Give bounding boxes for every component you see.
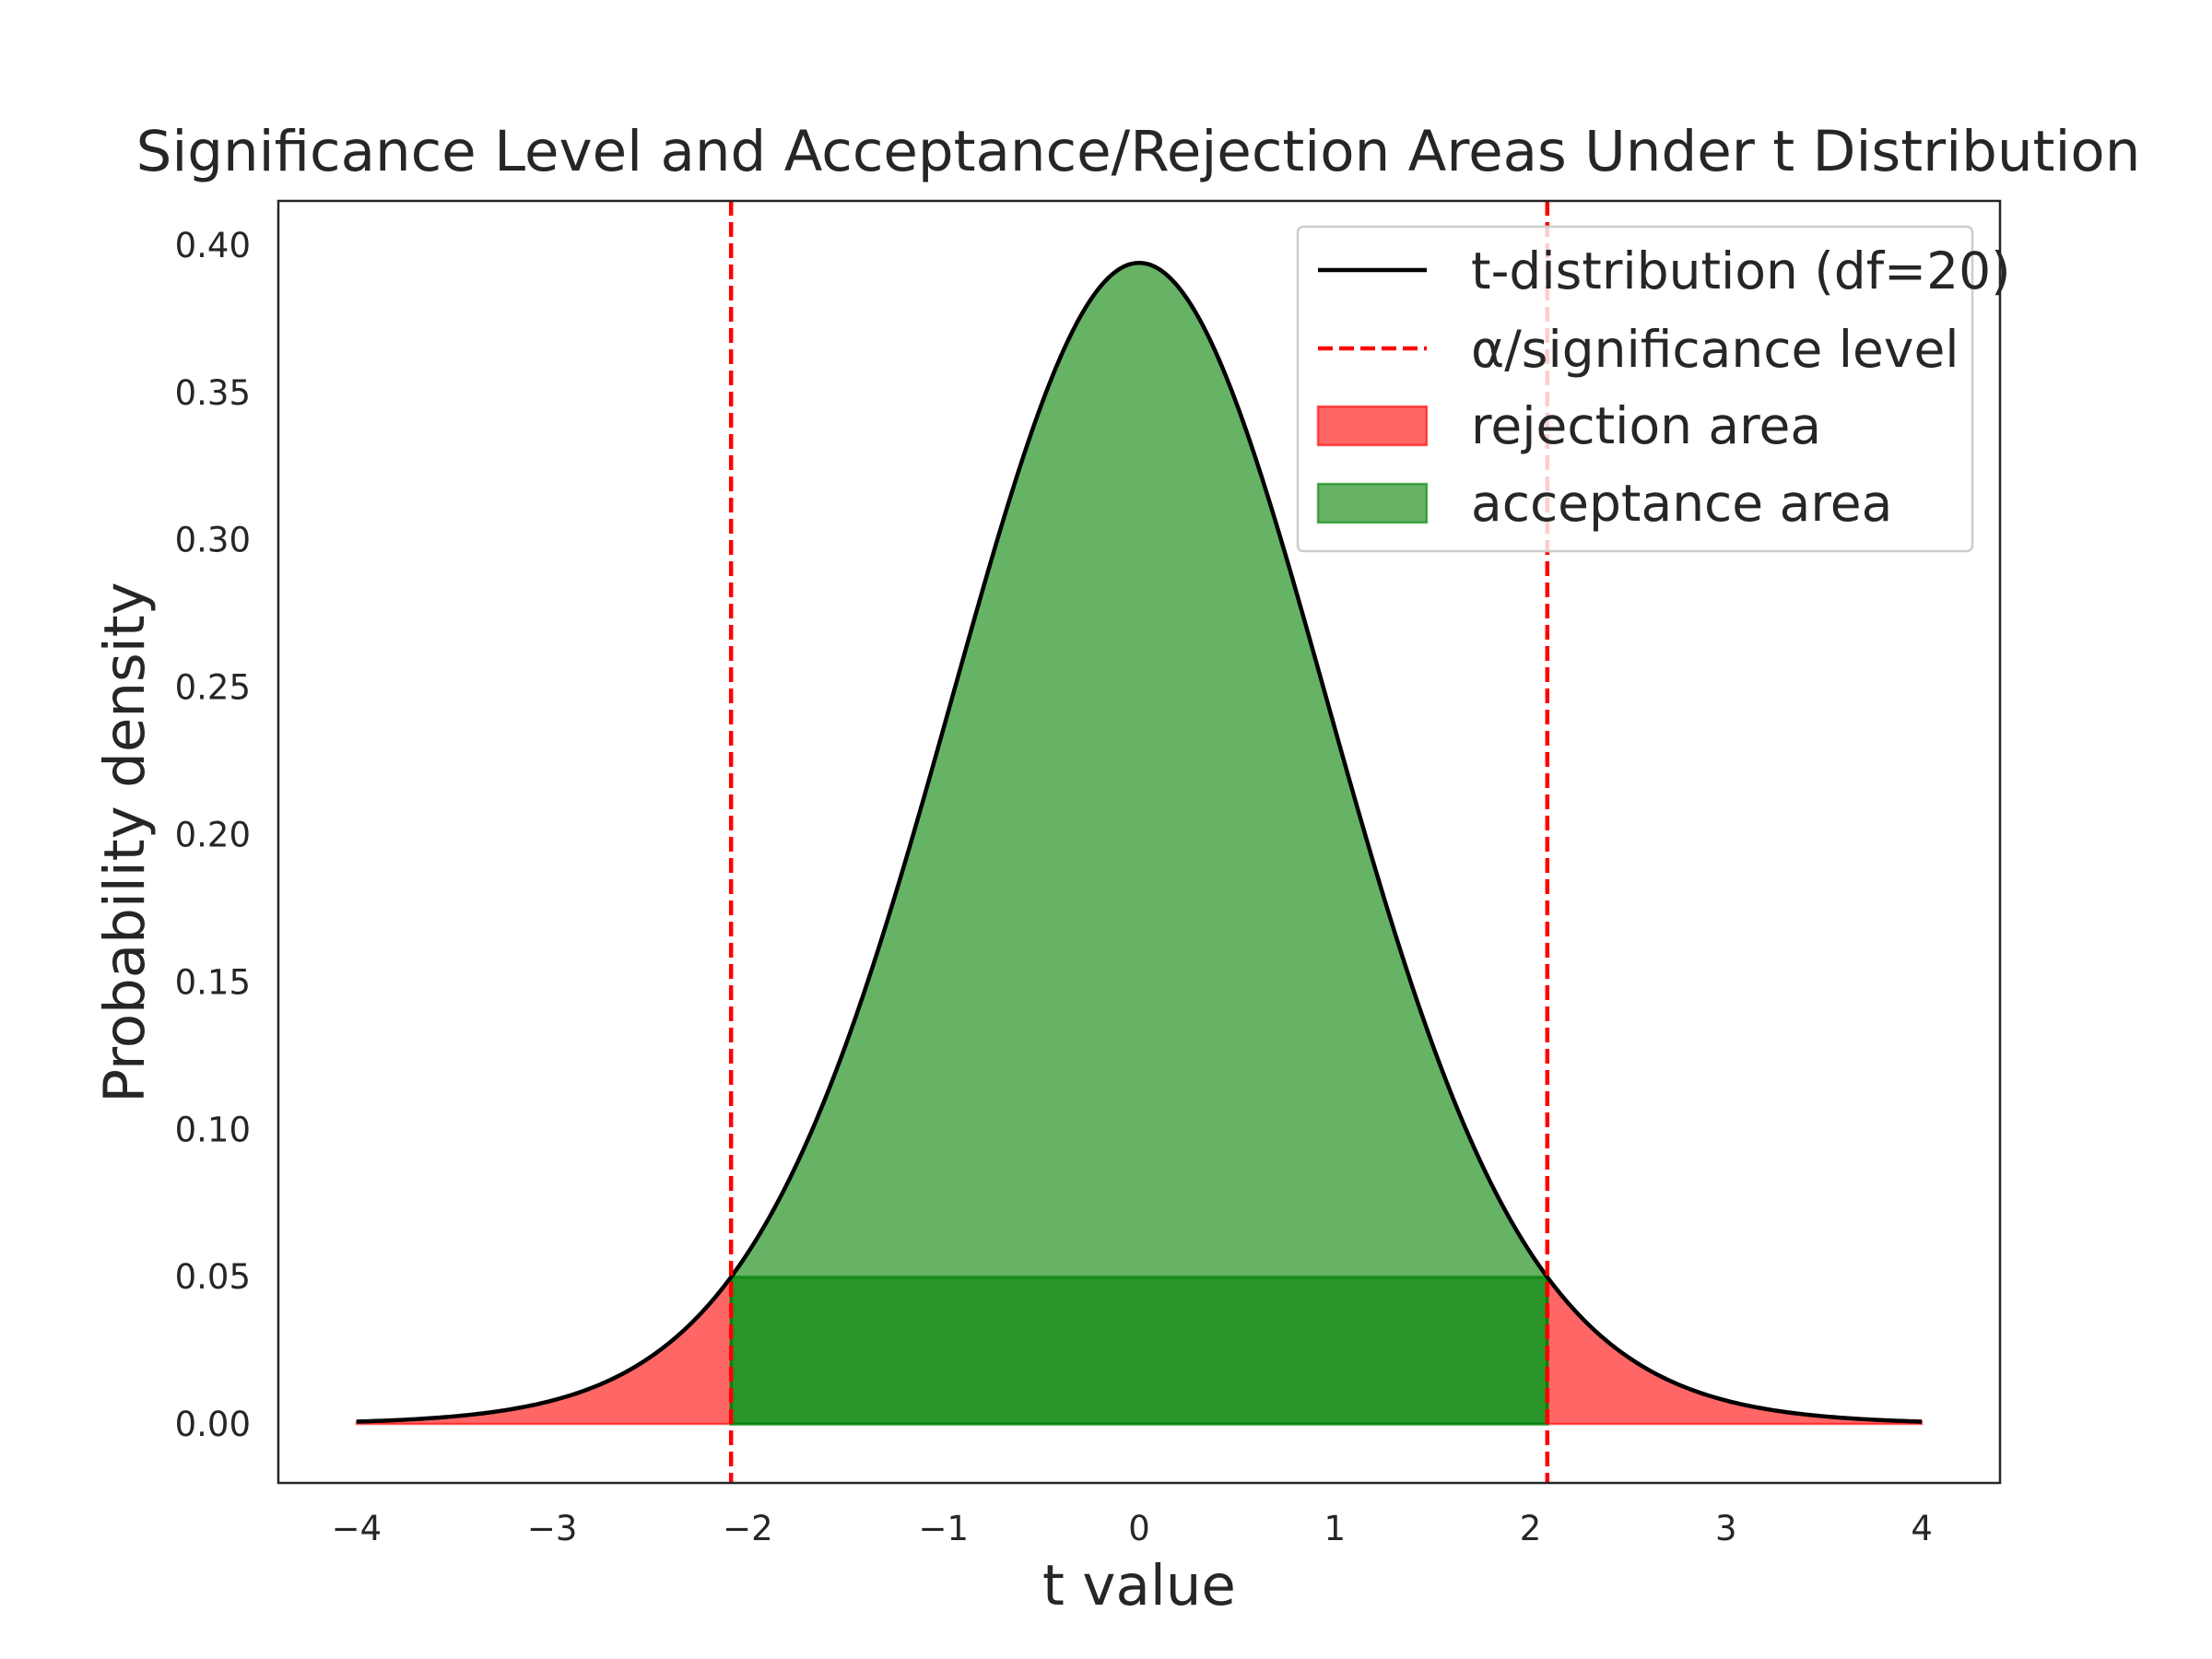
x-tick-label: 4 [1911, 1509, 1933, 1548]
legend-acceptance-swatch [1316, 482, 1429, 524]
legend-frame [1296, 225, 1974, 553]
x-tick-label: 0 [1128, 1509, 1150, 1548]
x-tick-label: −3 [527, 1509, 578, 1548]
legend-label-significance-level: α/significance level [1471, 320, 1959, 379]
y-tick-label: 0.20 [175, 816, 251, 855]
x-tick-label: −2 [723, 1509, 773, 1548]
axes-frame [276, 199, 2002, 1485]
legend-rejection-swatch [1316, 405, 1429, 447]
x-tick-label: 1 [1324, 1509, 1346, 1548]
y-tick-label: 0.25 [175, 668, 251, 708]
y-tick-label: 0.10 [175, 1110, 251, 1149]
y-tick-label: 0.35 [175, 373, 251, 413]
y-tick-label: 0.00 [175, 1405, 251, 1444]
legend: t-distribution (df=20) α/significance le… [1296, 225, 2011, 553]
legend-label-acceptance-area: acceptance area [1471, 474, 1892, 533]
legend-label-rejection-area: rejection area [1471, 396, 1821, 455]
legend-label-t-distribution: t-distribution (df=20) [1471, 241, 2011, 300]
x-tick-label: −4 [332, 1509, 382, 1548]
x-tick-label: 2 [1520, 1509, 1542, 1548]
tick-labels: −4 −3 −2 −1 0 1 2 3 4 0.00 0.05 0.10 0.15 0.20 0.25 0.3… [175, 226, 1933, 1548]
x-axis-label: t value [1042, 1553, 1236, 1618]
x-tick-label: 3 [1715, 1509, 1737, 1548]
x-tick-label: −1 [918, 1509, 969, 1548]
y-tick-label: 0.40 [175, 226, 251, 265]
chart-title: Significance Level and Acceptance/Reject… [136, 119, 2141, 184]
acceptance-band [729, 1275, 1549, 1426]
y-tick-label: 0.05 [175, 1257, 251, 1297]
y-tick-label: 0.15 [175, 962, 251, 1002]
y-axis-label: Probability density [92, 582, 158, 1103]
t-distribution-curve [356, 260, 1923, 1424]
y-tick-label: 0.30 [175, 521, 251, 560]
